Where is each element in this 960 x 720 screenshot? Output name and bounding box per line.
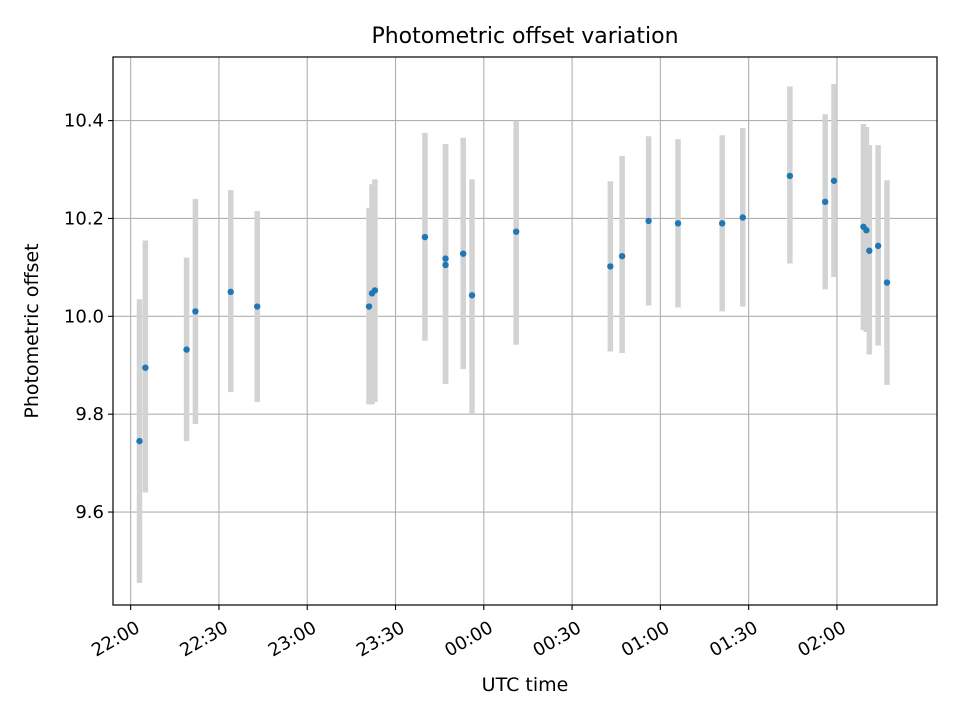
- x-axis-label: UTC time: [482, 674, 569, 696]
- grid-lines: [113, 57, 937, 605]
- data-point: [830, 177, 838, 184]
- data-point: [607, 263, 614, 270]
- data-point: [883, 279, 891, 286]
- data-point: [365, 303, 373, 310]
- y-axis-ticks: 9.6 9.8 10.0 10.2 10.4: [64, 111, 113, 523]
- data-point: [371, 287, 379, 294]
- data-point: [866, 247, 873, 254]
- data-point: [786, 172, 794, 180]
- data-point: [183, 346, 190, 353]
- y-tick-label: 10.2: [64, 208, 104, 229]
- data-point: [227, 288, 234, 296]
- plot-frame: [112, 56, 938, 606]
- data-point: [468, 292, 476, 299]
- data-point: [442, 255, 449, 262]
- data-point: [136, 437, 143, 445]
- data-point: [192, 308, 199, 315]
- data-point: [512, 228, 520, 235]
- y-tick-label: 9.6: [75, 502, 104, 523]
- data-point: [645, 217, 652, 225]
- chart-title: Photometric offset variation: [371, 24, 678, 49]
- data-point: [739, 214, 746, 221]
- data-point: [874, 242, 882, 250]
- y-tick-label: 9.8: [75, 404, 104, 425]
- data-point: [863, 227, 870, 234]
- data-points: [136, 172, 891, 445]
- y-tick-label: 10.4: [64, 111, 104, 132]
- data-point: [442, 261, 449, 269]
- data-point: [821, 198, 829, 206]
- data-point: [254, 303, 261, 310]
- y-tick-label: 10.0: [64, 306, 104, 327]
- data-point: [142, 364, 149, 371]
- data-point: [618, 252, 626, 260]
- y-axis-label: Photometric offset: [21, 243, 43, 418]
- data-point: [718, 220, 726, 227]
- data-point: [460, 250, 467, 257]
- data-point: [421, 233, 429, 241]
- data-point: [674, 220, 682, 227]
